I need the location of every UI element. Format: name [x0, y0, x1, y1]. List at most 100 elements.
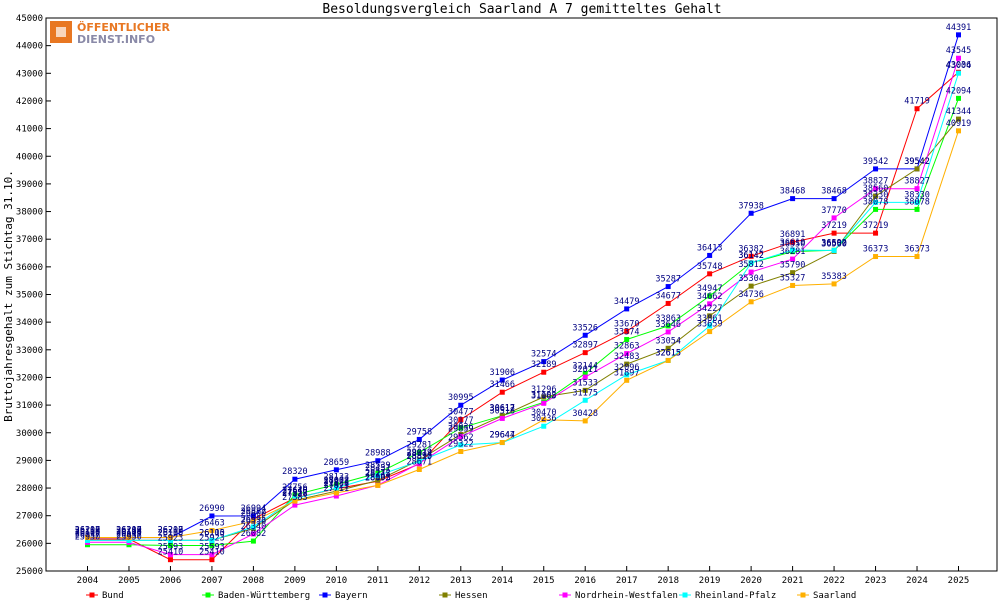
data-label-bayern: 26990	[199, 504, 225, 514]
data-point-rheinland-pfalz	[333, 485, 339, 491]
data-label-rheinland-pfalz: 28002	[324, 476, 350, 486]
x-tick-label: 2024	[906, 576, 928, 586]
data-point-saarland	[831, 281, 837, 287]
data-label-saarland: 27528	[282, 489, 308, 499]
data-label-rheinland-pfalz: 33861	[697, 314, 723, 324]
data-label-nordrhein-westfalen: 25593	[158, 543, 184, 553]
data-label-saarland: 29322	[448, 439, 474, 449]
data-label-baden-w-rttemberg: 32144	[572, 361, 598, 371]
legend-label: Bayern	[335, 591, 368, 600]
legend-swatch	[205, 592, 211, 598]
data-label-bayern: 29758	[407, 427, 433, 437]
data-point-hessen	[541, 394, 547, 400]
data-point-bund	[748, 253, 754, 259]
data-label-bund: 43036	[946, 60, 972, 70]
data-label-nordrhein-westfalen: 26037	[116, 530, 142, 540]
data-label-rheinland-pfalz: 36610	[780, 238, 806, 248]
data-label-hessen: 31533	[572, 378, 598, 388]
data-point-saarland	[790, 282, 796, 288]
data-label-hessen: 29936	[448, 423, 474, 433]
legend-label: Rheinland-Pfalz	[695, 591, 776, 600]
legend-swatch	[442, 592, 448, 598]
series-line-nordrhein-westfalen	[87, 58, 959, 556]
data-point-hessen	[873, 193, 879, 199]
data-label-hessen: 26110	[75, 528, 101, 538]
data-label-hessen: 26110	[158, 528, 184, 538]
data-label-baden-w-rttemberg: 36550	[780, 240, 806, 250]
data-point-hessen	[790, 270, 796, 276]
data-label-saarland: 26463	[199, 519, 225, 529]
y-tick-label: 34000	[16, 318, 43, 328]
data-point-bayern	[665, 284, 671, 290]
data-point-baden-w-rttemberg	[665, 323, 671, 329]
data-label-rheinland-pfalz: 29644	[489, 431, 515, 441]
data-label-bund: 30477	[448, 408, 474, 418]
data-point-nordrhein-westfalen	[582, 374, 588, 380]
data-point-hessen	[499, 413, 505, 419]
data-point-nordrhein-westfalen	[167, 552, 173, 558]
data-label-saarland: 33659	[697, 320, 723, 330]
series-line-baden-w-rttemberg	[87, 98, 959, 546]
x-tick-label: 2008	[243, 576, 265, 586]
data-label-saarland: 26800	[241, 509, 267, 519]
data-point-rheinland-pfalz	[914, 199, 920, 205]
data-point-saarland	[333, 490, 339, 496]
y-tick-label: 26000	[16, 539, 43, 549]
data-point-bund	[665, 300, 671, 306]
y-tick-label: 43000	[16, 69, 43, 79]
y-tick-label: 28000	[16, 484, 43, 494]
data-label-bayern: 31906	[489, 368, 515, 378]
data-point-hessen	[748, 283, 754, 289]
data-label-bund: 27640	[282, 486, 308, 496]
data-point-bund	[499, 389, 505, 395]
data-point-nordrhein-westfalen	[292, 502, 298, 508]
data-point-bund	[209, 557, 215, 563]
legend-swatch	[89, 592, 95, 598]
y-tick-label: 44000	[16, 42, 43, 52]
data-label-baden-w-rttemberg: 28539	[365, 461, 391, 471]
data-label-bund: 26158	[116, 527, 142, 537]
data-point-bayern	[375, 458, 381, 464]
data-label-baden-w-rttemberg: 25923	[199, 533, 225, 543]
data-label-bayern: 26207	[158, 526, 184, 536]
data-label-hessen: 33054	[655, 336, 681, 346]
data-point-bayern	[707, 252, 713, 258]
data-point-saarland	[541, 417, 547, 423]
x-tick-label: 2014	[491, 576, 513, 586]
data-label-nordrhein-westfalen: 32863	[614, 342, 640, 352]
data-point-rheinland-pfalz	[541, 423, 547, 429]
data-label-bayern: 38468	[821, 187, 847, 197]
data-label-nordrhein-westfalen: 26037	[75, 530, 101, 540]
logo-icon-inner	[56, 27, 66, 37]
data-point-saarland	[665, 357, 671, 363]
data-label-rheinland-pfalz: 32615	[655, 348, 681, 358]
data-label-bayern: 28320	[282, 467, 308, 477]
data-point-saarland	[914, 254, 920, 260]
data-label-hessen: 30612	[489, 404, 515, 414]
data-label-hessen: 31296	[531, 385, 557, 395]
y-tick-label: 37000	[16, 235, 43, 245]
data-label-bayern: 39542	[863, 157, 889, 167]
data-label-rheinland-pfalz: 26105	[199, 528, 225, 538]
data-point-saarland	[582, 418, 588, 424]
data-point-bayern	[873, 166, 879, 172]
data-label-baden-w-rttemberg: 26082	[241, 529, 267, 539]
data-labels: 26158 26158 25410 25410 26882 27640 27973 28245…	[75, 23, 972, 558]
y-tick-label: 30000	[16, 429, 43, 439]
x-axis: 2004 2005 2006 2007 2008 2009 2010 2011 2012 2013…	[77, 566, 969, 586]
data-point-baden-w-rttemberg	[250, 538, 256, 544]
data-point-nordrhein-westfalen	[914, 186, 920, 192]
data-point-baden-w-rttemberg	[707, 293, 713, 299]
data-point-nordrhein-westfalen	[665, 329, 671, 335]
data-label-baden-w-rttemberg: 38078	[904, 197, 930, 207]
y-tick-label: 38000	[16, 208, 43, 218]
data-label-rheinland-pfalz: 26105	[116, 528, 142, 538]
data-label-nordrhein-westfalen: 34662	[697, 292, 723, 302]
data-label-bund: 27973	[324, 477, 350, 487]
data-point-bayern	[541, 359, 547, 365]
data-label-hessen: 26536	[241, 517, 267, 527]
data-label-rheinland-pfalz: 28974	[407, 449, 433, 459]
data-label-saarland: 26210	[75, 526, 101, 536]
data-point-rheinland-pfalz	[85, 537, 90, 543]
